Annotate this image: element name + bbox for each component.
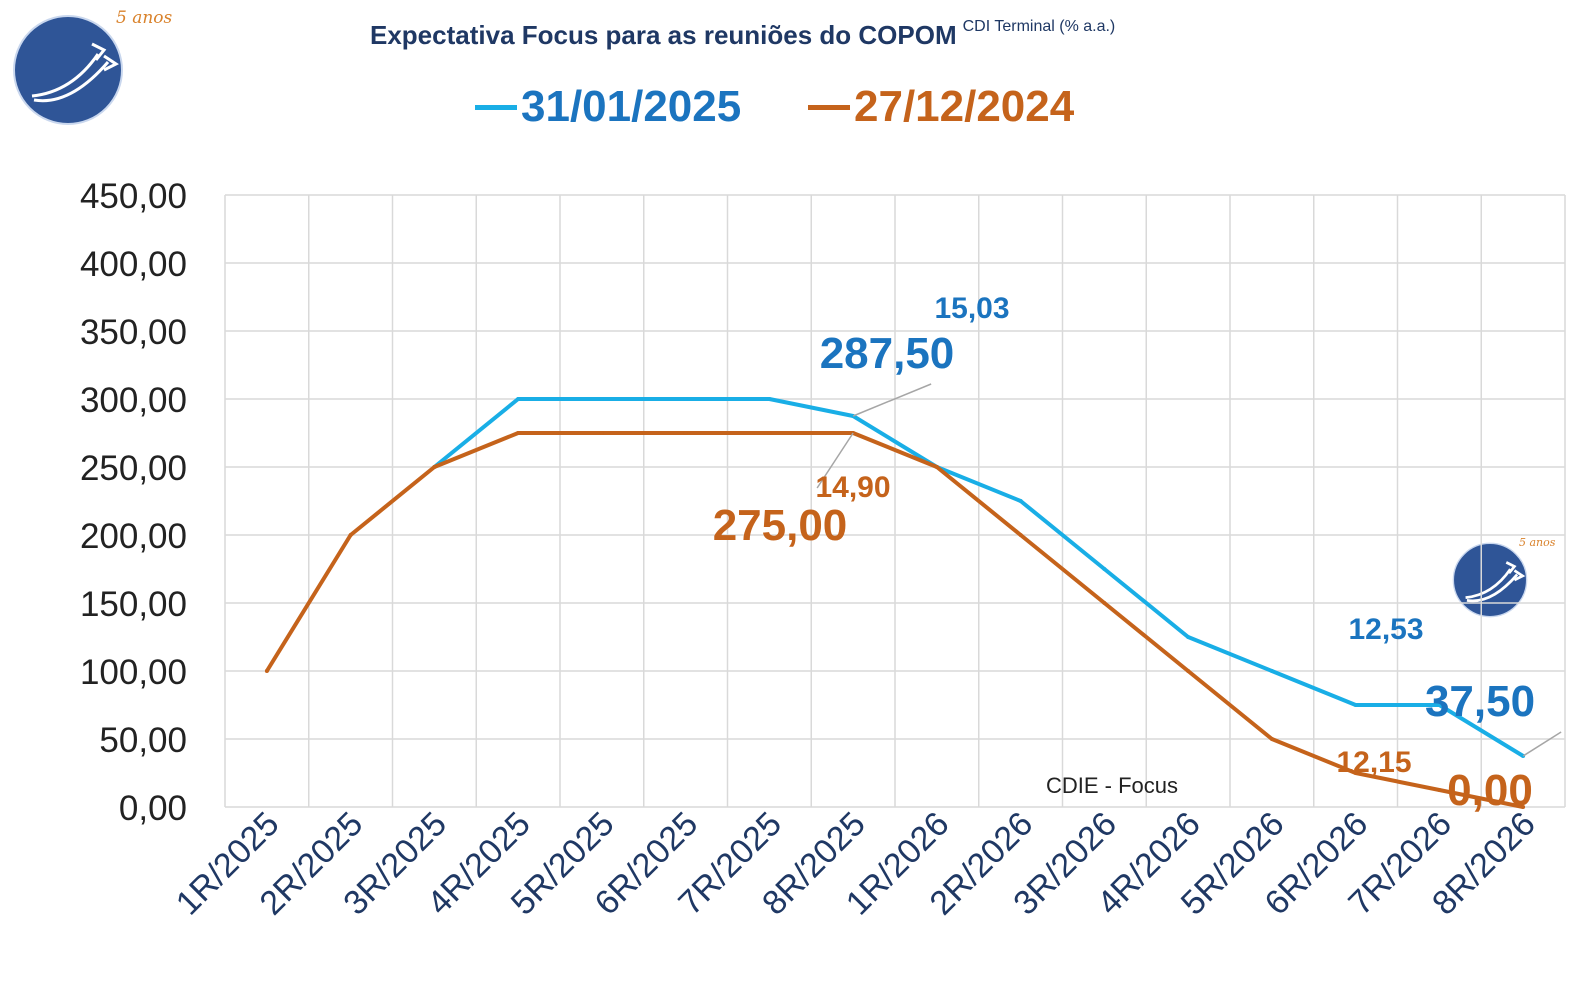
annotation-rate-label: 12,53 bbox=[1348, 613, 1423, 646]
legend-label-series-2: 27/12/2024 bbox=[854, 82, 1075, 131]
annotation-rate-label: 12,15 bbox=[1336, 746, 1411, 779]
data-point bbox=[1102, 567, 1107, 571]
data-point bbox=[432, 465, 437, 469]
y-tick-label: 200,00 bbox=[80, 517, 187, 556]
legend-swatch-series-2 bbox=[808, 104, 850, 110]
annotation-rate-label: 14,90 bbox=[815, 471, 890, 504]
y-tick-label: 300,00 bbox=[80, 381, 187, 420]
data-point bbox=[599, 431, 604, 435]
y-tick-label: 400,00 bbox=[80, 245, 187, 284]
data-point bbox=[1521, 805, 1526, 809]
legend-item-series-1: 31/01/2025 bbox=[475, 82, 741, 132]
data-point bbox=[767, 397, 772, 401]
source-note: CDIE - Focus bbox=[1046, 773, 1178, 798]
data-point bbox=[1437, 788, 1442, 792]
arrow-logo-icon-small bbox=[1452, 542, 1528, 618]
y-tick-label: 100,00 bbox=[80, 653, 187, 692]
data-point bbox=[516, 397, 521, 401]
data-point bbox=[1186, 669, 1191, 673]
series-line-1 bbox=[433, 397, 1525, 758]
data-point bbox=[599, 397, 604, 401]
data-point bbox=[767, 431, 772, 435]
data-point bbox=[1102, 601, 1107, 605]
grid-layer bbox=[224, 194, 1566, 808]
data-point bbox=[934, 465, 939, 469]
chart-title-sup: CDI Terminal (% a.a.) bbox=[962, 18, 1116, 35]
data-point bbox=[1186, 635, 1191, 639]
annotation-value-label: 287,50 bbox=[820, 329, 955, 378]
legend-item-series-2: 27/12/2024 bbox=[808, 82, 1074, 132]
data-point bbox=[683, 431, 688, 435]
y-tick-label: 150,00 bbox=[80, 585, 187, 624]
annotation-leader-line bbox=[1522, 731, 1562, 757]
y-tick-label: 250,00 bbox=[80, 449, 187, 488]
annotation-value-label: 37,50 bbox=[1425, 677, 1535, 726]
series-layer bbox=[264, 397, 1526, 809]
annotation-leader-line bbox=[816, 432, 854, 489]
arrow-logo-icon bbox=[13, 15, 123, 125]
y-tick-label: 450,00 bbox=[80, 177, 187, 216]
data-point bbox=[1018, 499, 1023, 503]
legend-label-series-1: 31/01/2025 bbox=[521, 82, 742, 131]
data-point bbox=[1269, 669, 1274, 673]
annotation-leader-line bbox=[852, 383, 932, 417]
chart-title-main: Expectativa Focus para as reuniões do CO… bbox=[370, 20, 957, 50]
data-point bbox=[1437, 703, 1442, 707]
logo-caption: 5 anos bbox=[116, 8, 173, 28]
data-point bbox=[264, 669, 269, 673]
annotation-rate-label: 15,03 bbox=[934, 292, 1009, 325]
series-line-2 bbox=[265, 431, 1524, 809]
annotation-value-label: 0,00 bbox=[1447, 766, 1533, 815]
data-point bbox=[348, 533, 353, 537]
data-point bbox=[683, 397, 688, 401]
annotation-value-label: 275,00 bbox=[713, 501, 848, 550]
chart-title: Expectativa Focus para as reuniões do CO… bbox=[370, 18, 1116, 51]
logo-caption-small: 5 anos bbox=[1519, 536, 1556, 549]
data-point bbox=[1353, 703, 1358, 707]
chart-legend: 31/01/2025 27/12/2024 bbox=[0, 82, 1580, 132]
data-point bbox=[516, 431, 521, 435]
data-point bbox=[1353, 771, 1358, 775]
y-tick-label: 0,00 bbox=[119, 789, 187, 828]
data-point bbox=[1018, 533, 1023, 537]
y-tick-label: 350,00 bbox=[80, 313, 187, 352]
data-point bbox=[1269, 737, 1274, 741]
y-tick-label: 50,00 bbox=[99, 721, 187, 760]
legend-swatch-series-1 bbox=[475, 104, 517, 110]
